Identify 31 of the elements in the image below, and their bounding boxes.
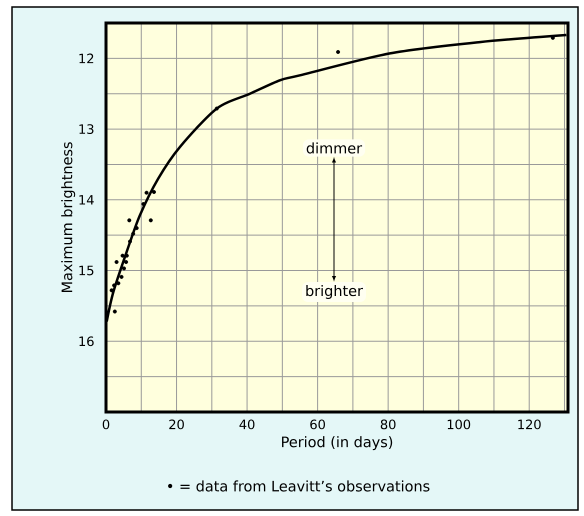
- point: [144, 190, 149, 195]
- point: [112, 310, 117, 314]
- x-tick-label: 20: [169, 420, 184, 430]
- point: [122, 266, 126, 270]
- point: [124, 260, 128, 264]
- x-tick-label: 40: [239, 420, 254, 430]
- point: [128, 240, 132, 244]
- point: [127, 218, 132, 222]
- x-axis-title: Period (in days): [282, 436, 392, 450]
- text: • = data from Leavitt’s observations: [168, 480, 430, 492]
- x-tick-label: 60: [310, 420, 325, 430]
- y-tick-label: 15: [79, 266, 94, 276]
- point: [114, 260, 119, 264]
- x-tick-label: 0: [102, 420, 110, 430]
- x-tick-label: 120: [518, 420, 541, 430]
- y-axis-title: Maximum brightness: [61, 142, 76, 292]
- point: [120, 274, 124, 279]
- x-tick-label: 80: [380, 420, 396, 430]
- point: [214, 106, 219, 111]
- point: [336, 50, 340, 54]
- y-tick-label: 12: [79, 54, 94, 64]
- point: [152, 190, 156, 194]
- x-tick-label: 100: [448, 420, 470, 430]
- annotation: dimmer: [306, 142, 362, 154]
- point: [148, 218, 153, 222]
- point: [120, 254, 125, 258]
- point: [131, 232, 136, 236]
- y-tick-label: 14: [79, 195, 94, 205]
- y-tick-label: 16: [79, 336, 94, 346]
- annotation: brighter: [306, 284, 363, 299]
- y-tick-label: 13: [79, 124, 94, 134]
